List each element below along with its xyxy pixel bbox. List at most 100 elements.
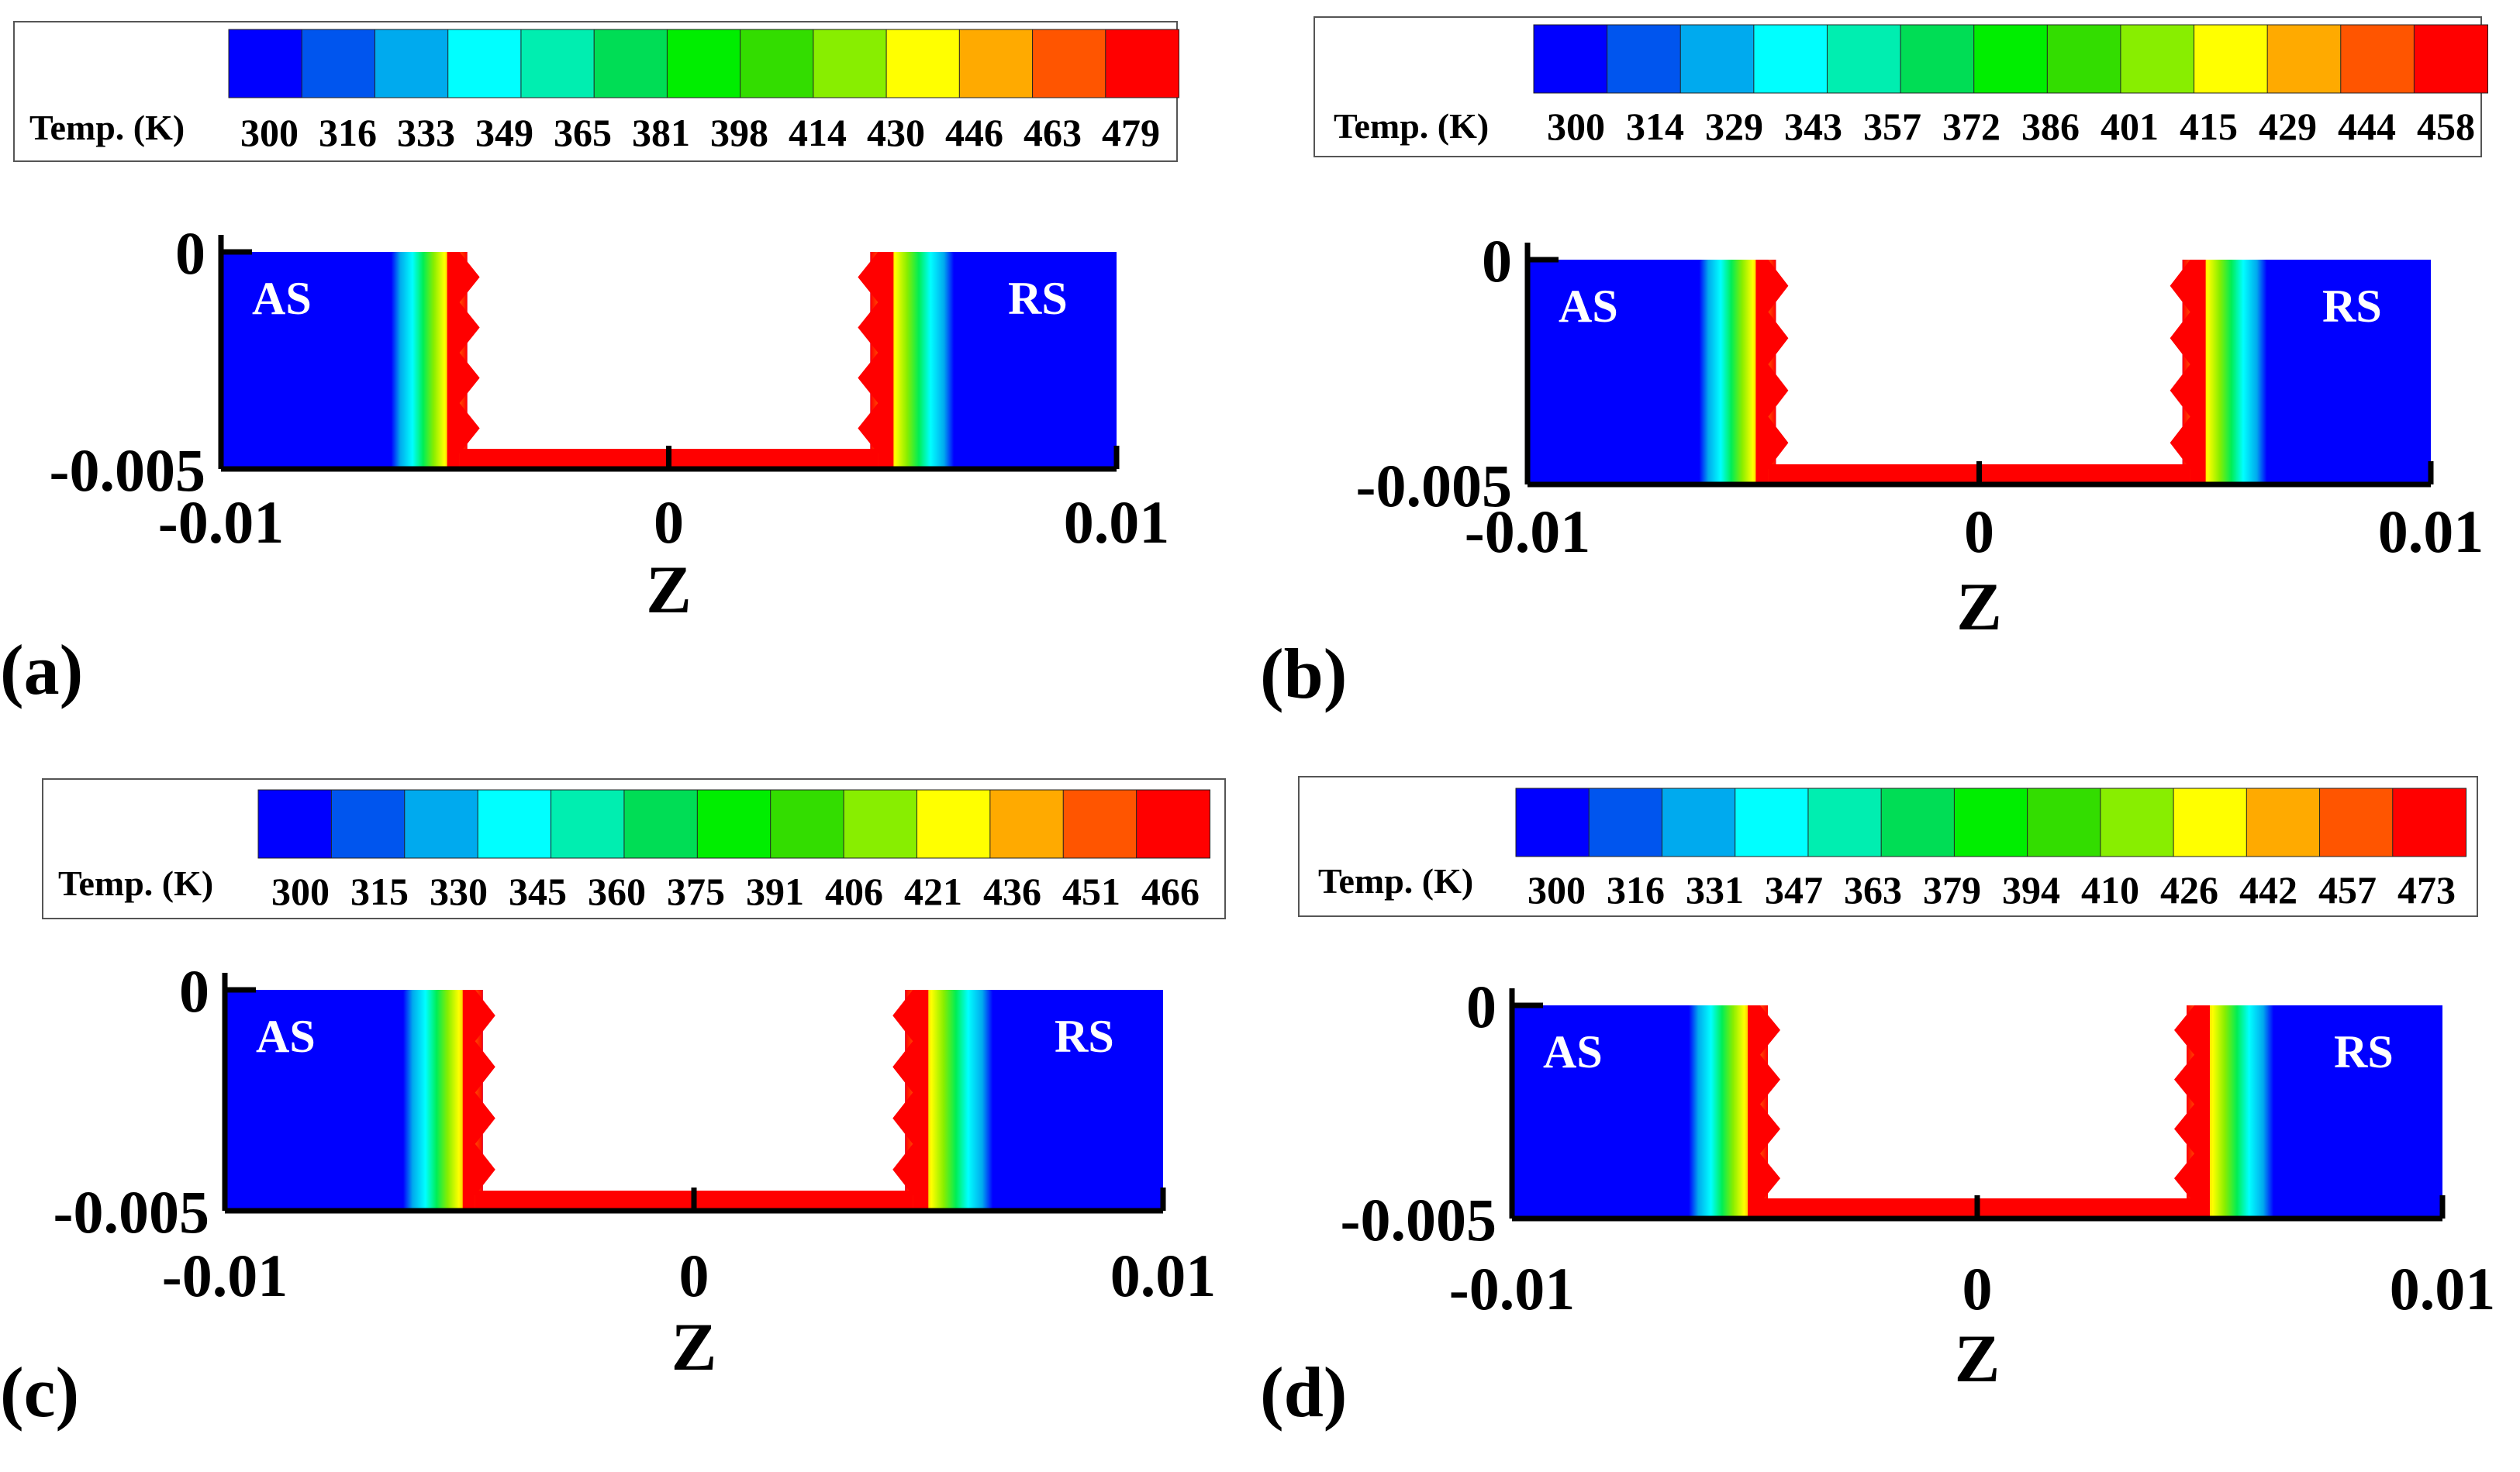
colorbar-swatch <box>2100 788 2175 857</box>
retreating-side-pin-thread <box>2174 1005 2210 1219</box>
colorbar-swatch <box>1105 29 1180 98</box>
x-tick-label: 0 <box>1962 1255 1993 1322</box>
colorbar-tick-label: 451 <box>1062 870 1120 913</box>
advancing-side-pin-thread <box>462 990 495 1211</box>
region-label-as: AS <box>256 1011 316 1062</box>
temperature-contour-plot: AS RS <box>1528 260 2431 484</box>
y-tick-label: 0 <box>1466 973 1496 1040</box>
colorbar-swatch <box>813 29 888 98</box>
colorbar-title: Temp. (K) <box>58 864 213 903</box>
colorbar-swatch <box>1032 29 1106 98</box>
colorbar-swatch <box>2194 24 2269 94</box>
panel-label: (a) <box>0 630 83 709</box>
axes: -0.01 0 0.01 0 -0.005 Z <box>50 219 1170 628</box>
region-label-as: AS <box>1559 281 1618 332</box>
colorbar-swatch <box>1062 789 1137 859</box>
colorbar-tick-label: 363 <box>1844 868 1902 912</box>
colorbar-title: Temp. (K) <box>29 108 185 147</box>
colorbar-swatch <box>2120 24 2195 94</box>
x-tick-label: 0 <box>679 1242 709 1309</box>
colorbar-swatch <box>2046 24 2121 94</box>
colorbar-tick-label: 300 <box>271 870 330 913</box>
x-tick-label: 0.01 <box>2378 498 2484 565</box>
panel-a: Temp. (K) 300 316 333 349 365 381 398 414 430 446… <box>0 0 1260 738</box>
retreating-side-pin-thread <box>858 252 894 469</box>
colorbar-tick-label: 329 <box>1705 105 1763 148</box>
colorbar-swatch <box>2392 788 2467 857</box>
panel-svg: Temp. (K) 300 316 333 349 365 381 398 414 430 446… <box>0 21 1180 709</box>
colorbar-swatch <box>1953 788 2028 857</box>
colorbar-swatch <box>404 789 479 859</box>
panel-svg: Temp. (K) 300 315 330 345 360 375 391 406 421 436… <box>0 778 1226 1432</box>
colorbar-swatch <box>1807 788 1883 857</box>
colorbar: Temp. (K) 300 315 330 345 360 375 391 406 421 436… <box>42 778 1226 919</box>
colorbar-tick-label: 410 <box>2081 868 2139 912</box>
colorbar-tick-label: 357 <box>1863 105 1921 148</box>
x-tick-label: -0.01 <box>1449 1255 1575 1322</box>
y-tick-label: 0 <box>175 219 205 287</box>
colorbar-tick-label: 315 <box>350 870 409 913</box>
temperature-contour-plot: AS RS <box>1512 1005 2442 1219</box>
colorbar-swatch <box>2413 24 2489 94</box>
colorbar-swatch <box>958 29 1034 98</box>
colorbar-tick-label: 375 <box>667 870 725 913</box>
colorbar-tick-label: 343 <box>1784 105 1842 148</box>
retreating-side-pin-thread <box>2170 260 2206 484</box>
colorbar-swatch <box>1735 788 1809 857</box>
colorbar-tick-label: 314 <box>1626 105 1684 148</box>
colorbar-tick-label: 429 <box>2259 105 2317 148</box>
colorbar-swatch <box>520 29 595 98</box>
colorbar-tick-label: 398 <box>710 111 768 154</box>
colorbar-tick-label: 458 <box>2417 105 2475 148</box>
colorbar-swatch <box>593 29 668 98</box>
colorbar-tick-label: 457 <box>2318 868 2377 912</box>
colorbar-ticks: 300 316 331 347 363 379 394 410 426 442 457 473 <box>1528 868 2456 912</box>
colorbar-tick-label: 360 <box>588 870 646 913</box>
region-label-rs: RS <box>2334 1026 2394 1077</box>
region-label-rs: RS <box>2322 281 2382 332</box>
colorbar-tick-label: 446 <box>945 111 1003 154</box>
panel-c: Temp. (K) 300 315 330 345 360 375 391 406 421 436… <box>0 734 1260 1472</box>
colorbar-tick-label: 415 <box>2180 105 2238 148</box>
colorbar-tick-label: 372 <box>1942 105 2000 148</box>
advancing-side-pin-thread <box>447 252 480 469</box>
colorbar-swatch <box>989 789 1065 859</box>
x-axis-label: Z <box>646 553 692 628</box>
colorbar-swatch <box>1136 789 1210 859</box>
colorbar-ticks: 300 314 329 343 357 372 386 401 415 429 444 458 <box>1547 105 2475 148</box>
colorbar-swatch <box>228 29 303 98</box>
colorbar-tick-label: 333 <box>397 111 455 154</box>
panel-label: (d) <box>1260 1353 1347 1432</box>
colorbar-swatch <box>2340 24 2415 94</box>
colorbar-swatch <box>1753 24 1828 94</box>
colorbar-swatch <box>885 29 961 98</box>
colorbar-tick-label: 414 <box>789 111 847 154</box>
region-label-rs: RS <box>1008 273 1068 324</box>
colorbar: Temp. (K) 300 316 331 347 363 379 394 410 426 442… <box>1298 776 2478 917</box>
colorbar-swatch <box>1661 788 1736 857</box>
colorbar-ticks: 300 315 330 345 360 375 391 406 421 436 451 466 <box>271 870 1200 913</box>
colorbar-title: Temp. (K) <box>1318 861 1473 901</box>
x-axis-label: Z <box>1956 570 2002 645</box>
x-axis-label: Z <box>1955 1322 2000 1397</box>
colorbar-tick-label: 331 <box>1686 868 1744 912</box>
colorbar-swatches <box>257 789 1210 859</box>
advancing-side-pin-thread <box>1755 260 1789 484</box>
y-tick-label: -0.005 <box>54 1178 209 1246</box>
colorbar-tick-label: 300 <box>240 111 299 154</box>
y-tick-label: 0 <box>179 957 209 1025</box>
y-tick-label: -0.005 <box>50 436 205 504</box>
colorbar-swatches <box>228 29 1180 98</box>
x-tick-label: -0.01 <box>1465 498 1590 565</box>
x-tick-label: 0 <box>654 488 684 556</box>
colorbar-swatch <box>2266 24 2342 94</box>
colorbar-swatch <box>843 789 918 859</box>
colorbar-swatch <box>1900 24 1975 94</box>
colorbar-tick-label: 349 <box>475 111 533 154</box>
colorbar-tick-label: 386 <box>2021 105 2080 148</box>
colorbar-swatch <box>257 789 333 859</box>
colorbar-tick-label: 436 <box>983 870 1041 913</box>
colorbar-tick-label: 316 <box>1607 868 1665 912</box>
colorbar-tick-label: 394 <box>2002 868 2060 912</box>
colorbar-swatches <box>1515 788 2467 857</box>
